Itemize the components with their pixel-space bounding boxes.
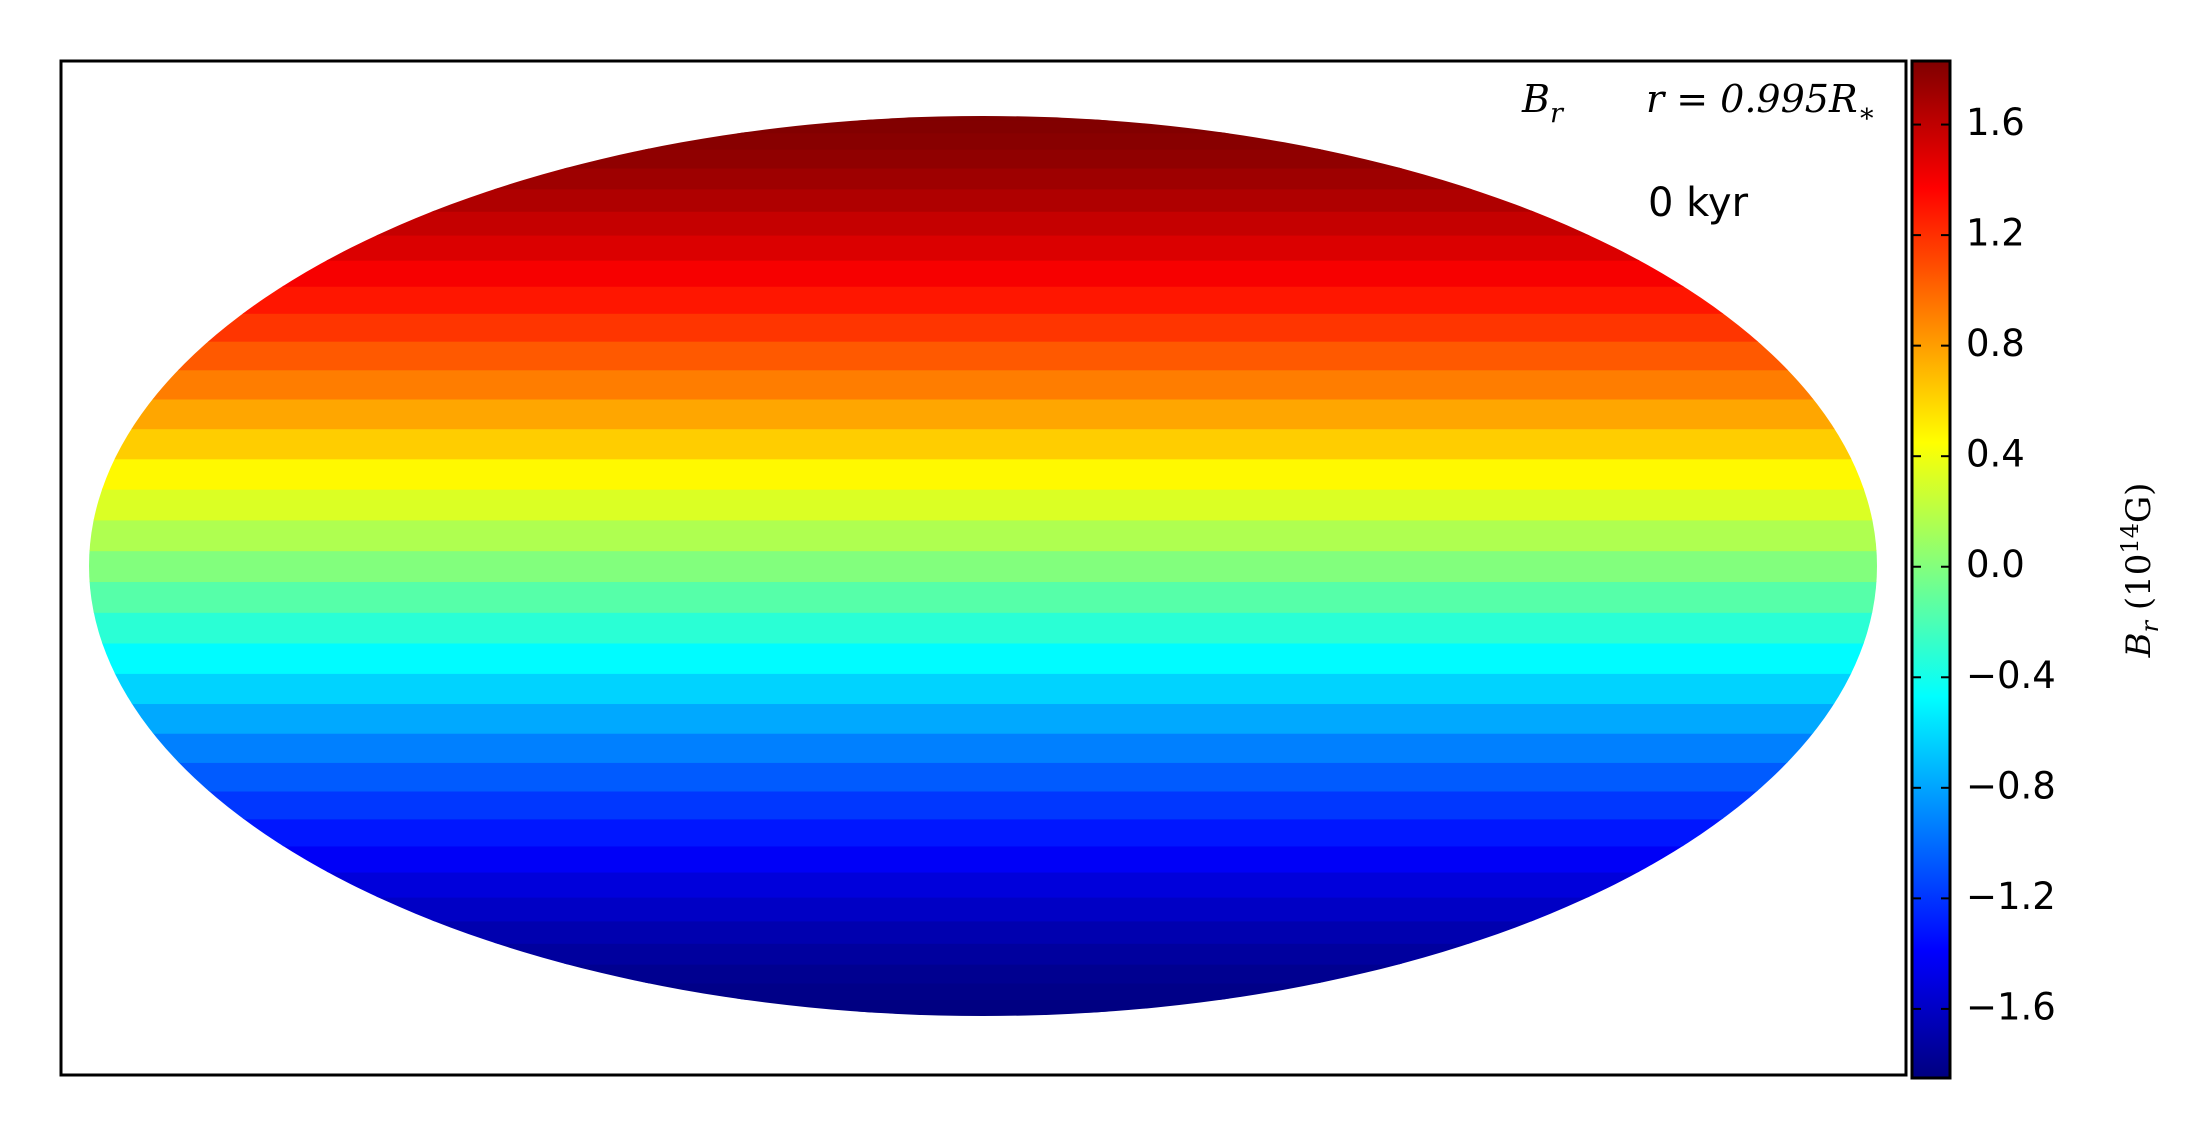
field-band	[89, 312, 1877, 342]
cb-label-sup: 14	[2116, 523, 2144, 554]
colorbar	[1910, 59, 1952, 1080]
field-band	[89, 732, 1877, 763]
cb-label-open: (10	[2119, 554, 2159, 621]
field-band	[89, 398, 1877, 430]
radius-label: r = 0.995R∗	[1646, 77, 1876, 129]
colorbar-tick-label: −0.4	[1966, 654, 2056, 697]
field-band	[89, 580, 1877, 613]
field-band	[89, 790, 1877, 820]
field-band	[89, 549, 1877, 583]
field-band	[89, 672, 1877, 705]
field-band	[89, 148, 1877, 169]
field-band	[89, 871, 1877, 898]
colorbar-label: Br (1014G)	[2116, 483, 2164, 659]
field-band	[89, 818, 1877, 847]
field-band	[89, 920, 1877, 944]
field-label-sub: r	[1550, 98, 1565, 129]
field-band	[89, 963, 1877, 984]
field-band	[89, 896, 1877, 922]
radius-label-base: r = 0.995R	[1646, 77, 1858, 121]
field-band	[89, 210, 1877, 236]
map-bands	[89, 116, 1877, 1016]
field-label-base: B	[1521, 77, 1550, 121]
field-band	[89, 845, 1877, 873]
colorbar-tick-label: 1.2	[1966, 212, 2025, 255]
field-band	[89, 982, 1877, 1000]
field-band	[89, 458, 1877, 490]
field-band	[89, 642, 1877, 674]
field-band	[89, 340, 1877, 371]
field-band	[89, 427, 1877, 460]
colorbar-tick-label: −1.2	[1966, 875, 2056, 918]
axes-frame	[59, 59, 1908, 1077]
field-band	[89, 119, 1877, 134]
field-band	[89, 259, 1877, 287]
colorbar-tick-label: 0.0	[1966, 543, 2025, 586]
colorbar-tick-label: −0.8	[1966, 764, 2056, 807]
colorbar-tick-label: 0.4	[1966, 433, 2025, 476]
field-band	[89, 285, 1877, 314]
field-band	[89, 761, 1877, 792]
time-label: 0 kyr	[1648, 180, 1749, 226]
field-label: Br	[1521, 77, 1565, 129]
colorbar-tick-label: 0.8	[1966, 322, 2025, 365]
colorbar-tick-label: −1.6	[1966, 985, 2056, 1028]
radius-label-sub: ∗	[1858, 98, 1876, 129]
colorbar-tick-label: 1.6	[1966, 101, 2025, 144]
field-band	[89, 942, 1877, 965]
field-band	[89, 132, 1877, 150]
cb-label-sub: r	[2136, 619, 2164, 632]
field-band	[89, 998, 1877, 1013]
field-band	[89, 702, 1877, 734]
cb-label-base: B	[2119, 632, 2159, 658]
cb-label-unit: G)	[2119, 483, 2159, 523]
field-band	[89, 116, 1877, 121]
field-band	[89, 519, 1877, 552]
field-band	[89, 167, 1877, 190]
field-band	[89, 611, 1877, 644]
colorbar-ticks: −1.6 −1.2 −0.8 −0.4 0.0 0.4 0.8 1.2 1.6	[1912, 101, 2056, 1028]
field-band	[89, 488, 1877, 521]
field-band	[89, 369, 1877, 400]
field-band	[89, 188, 1877, 212]
field-band	[89, 1011, 1877, 1016]
field-band	[89, 234, 1877, 261]
